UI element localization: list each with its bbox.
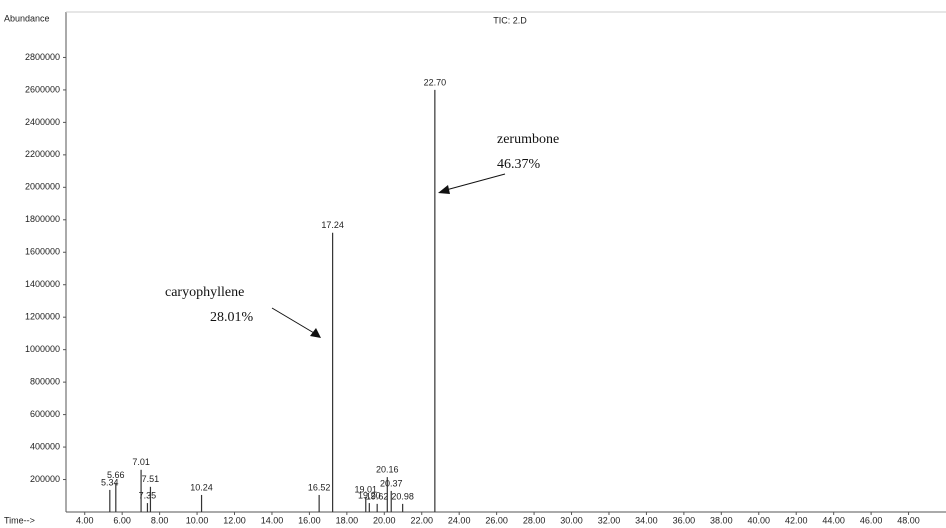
annotation-name: caryophyllene <box>165 285 244 300</box>
y-tick-label: 600000 <box>30 409 60 419</box>
y-tick-label: 1800000 <box>25 214 60 224</box>
x-tick-label: 36.00 <box>673 515 696 525</box>
x-tick-label: 22.00 <box>410 515 433 525</box>
x-tick-label: 44.00 <box>822 515 845 525</box>
peak-label: 19.62 <box>366 491 389 501</box>
peak-label: 5.66 <box>107 470 125 480</box>
peak-label: 22.70 <box>424 77 447 87</box>
x-tick-label: 20.00 <box>373 515 396 525</box>
y-tick-label: 200000 <box>30 474 60 484</box>
y-tick-label: 800000 <box>30 377 60 387</box>
y-tick-label: 2600000 <box>25 84 60 94</box>
peak-label: 20.16 <box>376 464 399 474</box>
peak-label: 7.01 <box>132 457 150 467</box>
x-tick-label: 48.00 <box>897 515 920 525</box>
x-tick-label: 4.00 <box>76 515 94 525</box>
y-tick-label: 1200000 <box>25 312 60 322</box>
x-tick-label: 32.00 <box>598 515 621 525</box>
peak-label: 19.01 <box>354 484 377 494</box>
y-axis-label: Abundance <box>4 13 50 23</box>
x-tick-label: 28.00 <box>523 515 546 525</box>
x-tick-label: 24.00 <box>448 515 471 525</box>
x-tick-label: 30.00 <box>560 515 583 525</box>
y-tick-label: 1400000 <box>25 279 60 289</box>
peak-label: 16.52 <box>308 482 331 492</box>
y-tick-label: 1000000 <box>25 344 60 354</box>
x-tick-label: 14.00 <box>261 515 284 525</box>
peak-label: 20.98 <box>391 491 414 501</box>
x-axis-label: Time--> <box>4 515 35 525</box>
y-tick-label: 2000000 <box>25 182 60 192</box>
peak-label: 7.35 <box>139 490 157 500</box>
x-tick-label: 10.00 <box>186 515 209 525</box>
x-tick-label: 6.00 <box>113 515 131 525</box>
x-tick-label: 40.00 <box>748 515 771 525</box>
peak-label: 20.37 <box>380 478 403 488</box>
annotation-arrow <box>271 307 315 334</box>
y-tick-label: 2800000 <box>25 52 60 62</box>
annotation-percent: 28.01% <box>210 310 254 325</box>
x-tick-label: 46.00 <box>860 515 883 525</box>
chart-title: TIC: 2.D <box>493 15 527 25</box>
annotation-name: zerumbone <box>497 132 559 147</box>
y-tick-label: 1600000 <box>25 247 60 257</box>
annotation-arrow <box>445 173 506 191</box>
peak-label: 19.20 <box>358 490 381 500</box>
x-tick-label: 8.00 <box>151 515 169 525</box>
y-tick-label: 2400000 <box>25 117 60 127</box>
arrow-head <box>310 328 321 338</box>
annotation-percent: 46.37% <box>497 157 541 172</box>
x-tick-label: 18.00 <box>336 515 359 525</box>
x-tick-label: 26.00 <box>485 515 508 525</box>
peak-label: 10.24 <box>190 482 213 492</box>
peak-label: 5.34 <box>101 477 119 487</box>
x-tick-label: 42.00 <box>785 515 808 525</box>
peak-label: 17.24 <box>321 220 344 230</box>
x-tick-label: 12.00 <box>223 515 246 525</box>
peak-label: 7.51 <box>142 474 160 484</box>
x-tick-label: 34.00 <box>635 515 658 525</box>
y-tick-label: 2200000 <box>25 149 60 159</box>
x-tick-label: 38.00 <box>710 515 733 525</box>
arrow-head <box>438 185 450 194</box>
y-tick-label: 400000 <box>30 441 60 451</box>
x-tick-label: 16.00 <box>298 515 321 525</box>
